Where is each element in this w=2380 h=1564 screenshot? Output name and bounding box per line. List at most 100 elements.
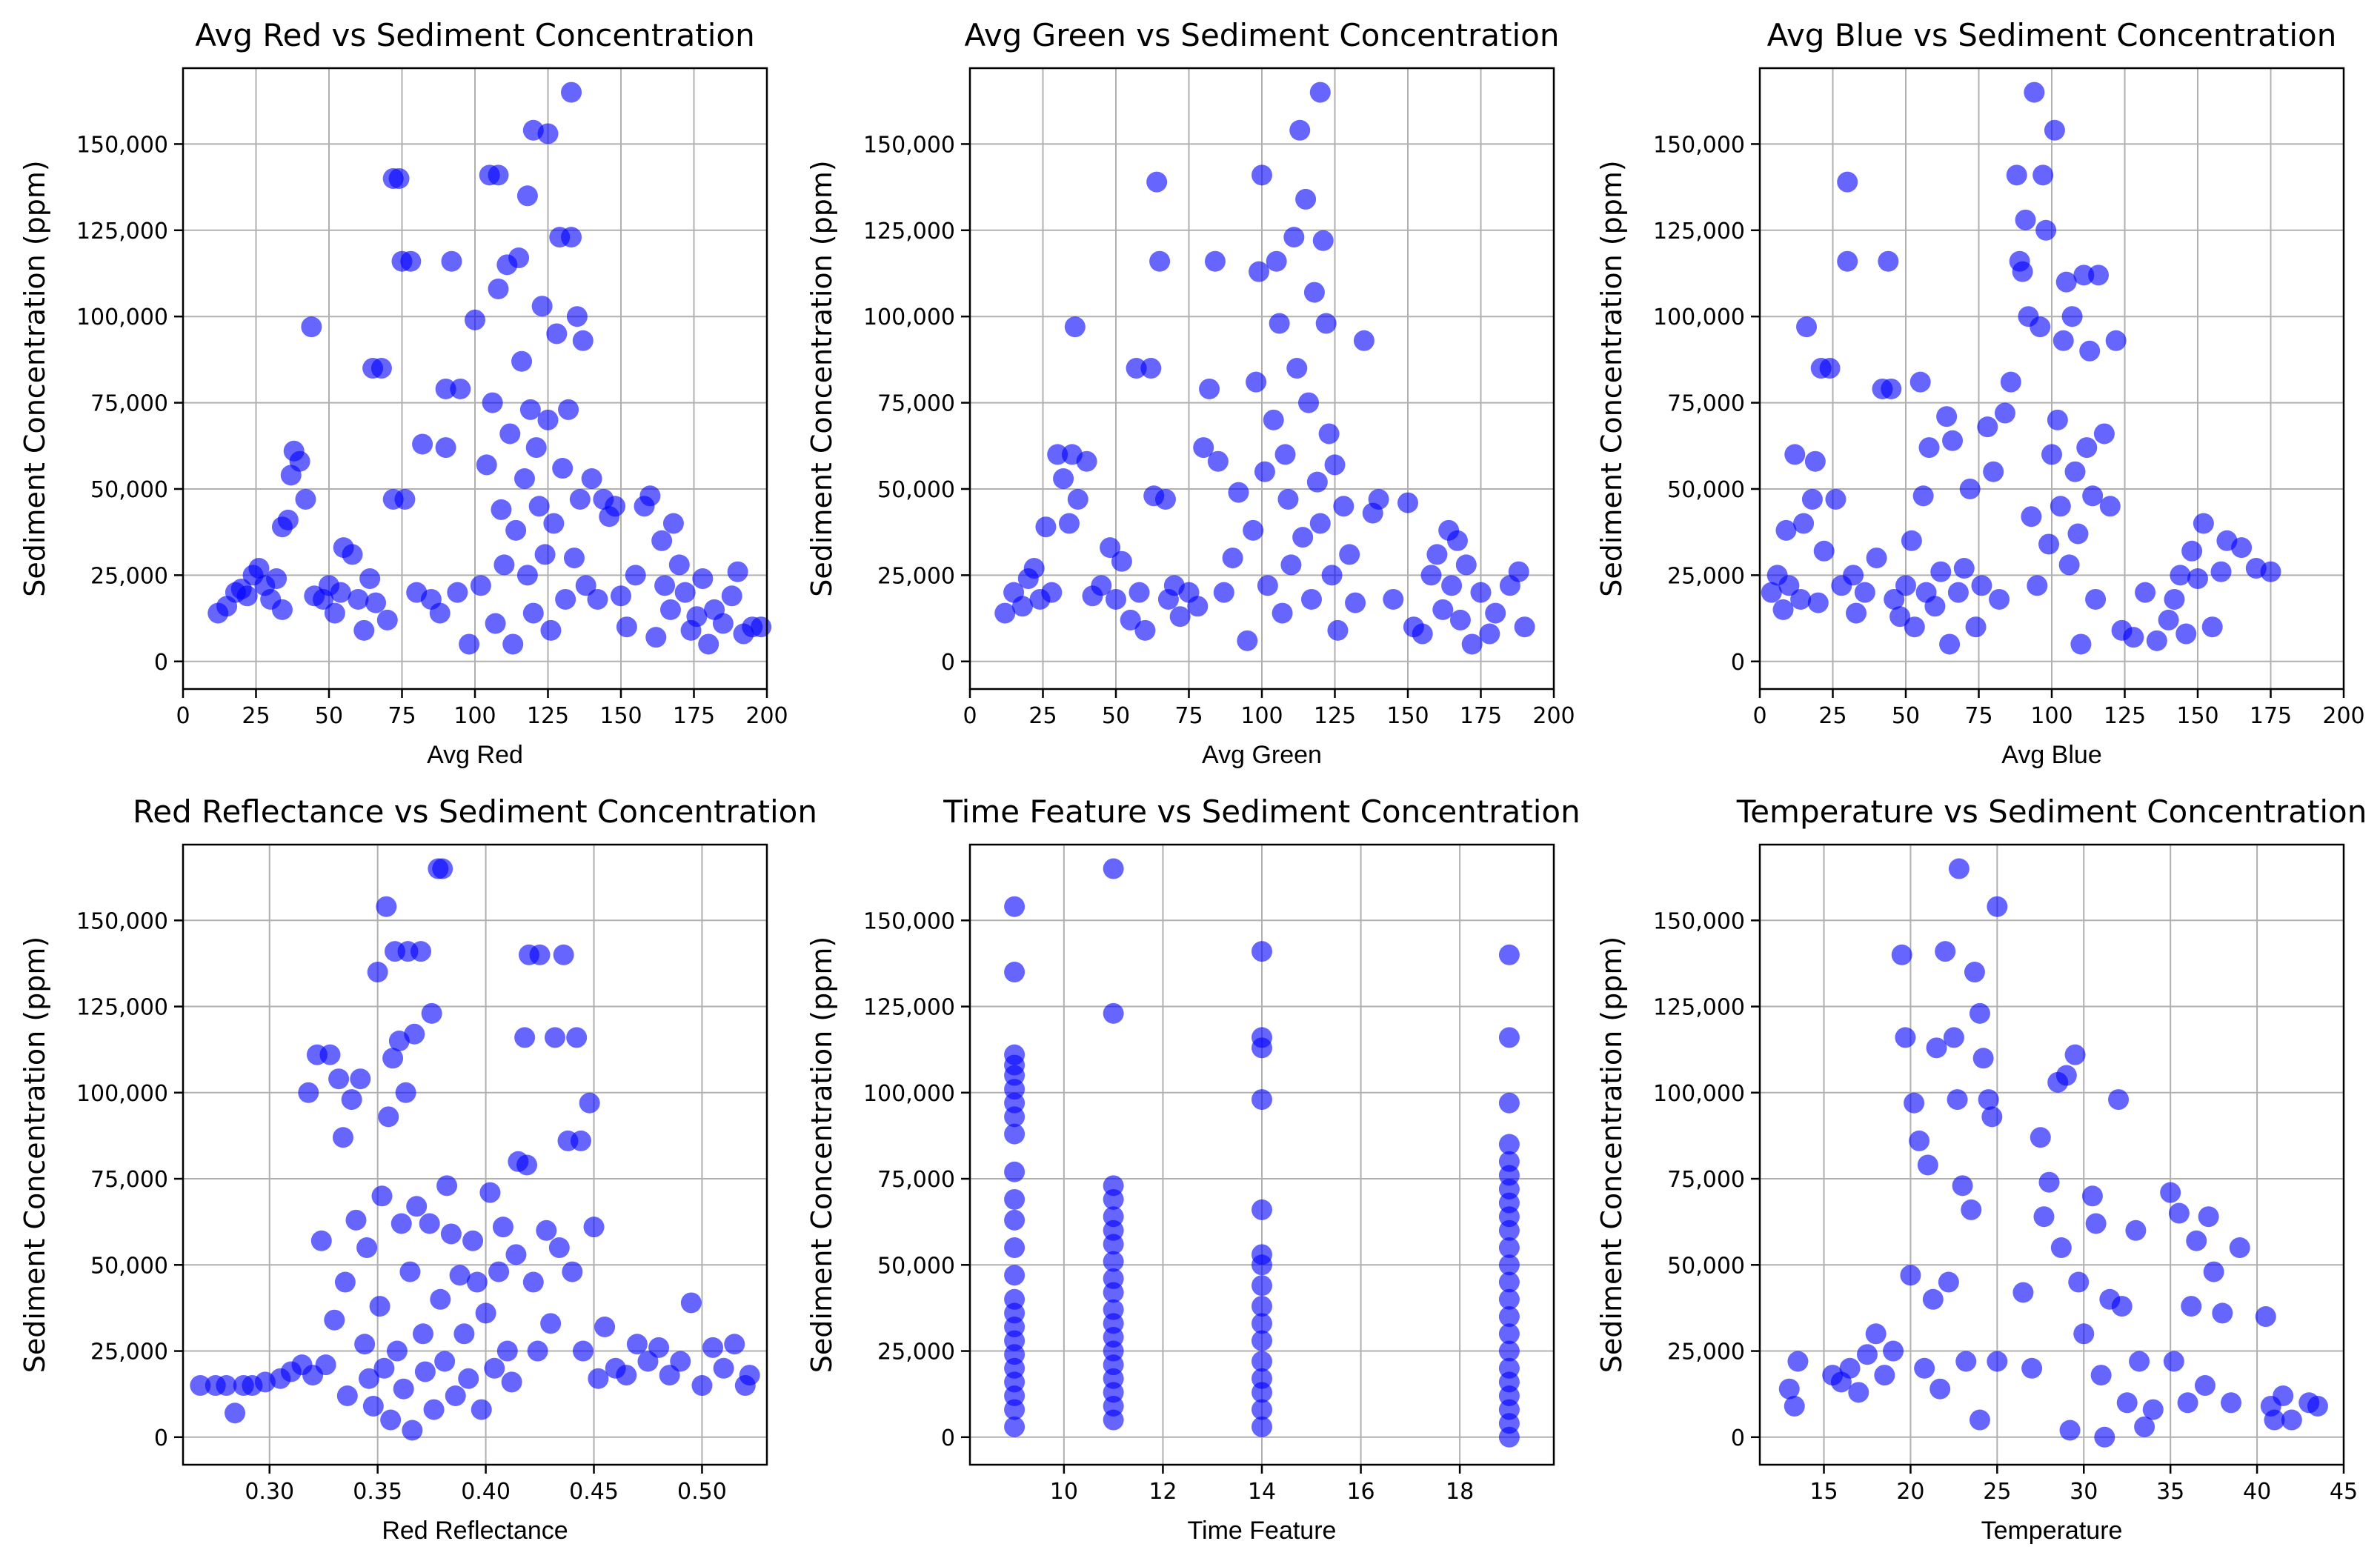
y-tick-label: 0 — [154, 650, 168, 676]
scatter-point — [1784, 444, 1806, 465]
y-tick-label: 100,000 — [1653, 1081, 1745, 1107]
scatter-point — [562, 1261, 583, 1282]
scatter-point — [465, 309, 485, 330]
scatter-point — [1441, 575, 1463, 596]
scatter-point — [1470, 582, 1492, 603]
scatter-point — [459, 633, 480, 655]
scatter-point — [751, 616, 772, 638]
scatter-point — [516, 185, 538, 207]
scatter-point — [1303, 282, 1325, 303]
x-tick-label: 0 — [1752, 703, 1766, 729]
scatter-point — [476, 454, 497, 476]
scatter-point — [1955, 1351, 1977, 1372]
scatter-point — [1971, 575, 1992, 596]
scatter-point — [376, 896, 397, 917]
scatter-point — [1266, 250, 1287, 272]
scatter-point — [1498, 1027, 1520, 1048]
scatter-point — [505, 1244, 527, 1265]
scatter-point — [1498, 944, 1520, 965]
scatter-point — [365, 592, 387, 613]
x-tick-label: 25 — [242, 703, 270, 729]
scatter-point — [1485, 602, 1506, 624]
scatter-point — [1252, 941, 1272, 962]
scatter-point — [1199, 378, 1220, 399]
scatter-point — [404, 1023, 425, 1045]
scatter-point — [1004, 1416, 1026, 1437]
scatter-point — [639, 485, 661, 507]
scatter-point — [739, 1365, 760, 1386]
scatter-point — [531, 296, 553, 317]
scatter-point — [505, 519, 527, 541]
scatter-point — [501, 1371, 522, 1393]
y-tick-label: 125,000 — [863, 219, 955, 244]
scatter-point — [1306, 471, 1328, 493]
scatter-point — [1140, 358, 1162, 379]
scatter-point — [1909, 371, 1931, 393]
x-tick-label: 200 — [2322, 703, 2364, 729]
scatter-point — [394, 488, 416, 510]
x-axis-label: Red Reflectance — [382, 1517, 568, 1545]
x-tick-label: 125 — [1314, 703, 1356, 729]
scatter-point — [1918, 437, 1940, 459]
scatter-point — [511, 350, 533, 372]
plot-frame — [182, 843, 768, 1466]
scatter-points — [994, 81, 1535, 655]
scatter-point — [2064, 461, 2086, 482]
scatter-point — [2210, 561, 2232, 582]
x-tick-label: 50 — [315, 703, 343, 729]
scatter-point — [406, 1196, 428, 1217]
x-tick-label: 14 — [1248, 1479, 1276, 1505]
scatter-point — [388, 167, 410, 189]
scatter-point — [662, 513, 684, 534]
scatter-point — [402, 1420, 423, 1441]
scatter-point — [225, 1402, 246, 1424]
scatter-point — [1498, 1306, 1520, 1328]
scatter-point — [277, 509, 299, 530]
scatter-point — [1796, 316, 1818, 338]
scatter-point — [1432, 599, 1454, 620]
x-tick-label: 16 — [1346, 1479, 1375, 1505]
scatter-point — [2006, 164, 2027, 186]
scatter-point — [1315, 313, 1337, 334]
scatter-point — [1004, 962, 1026, 983]
scatter-point — [453, 1323, 475, 1345]
x-tick-label: 18 — [1446, 1479, 1474, 1505]
scatter-point — [1837, 171, 1858, 193]
y-tick-label: 50,000 — [90, 1253, 168, 1279]
scatter-point — [1948, 858, 1970, 879]
x-tick-label: 125 — [2104, 703, 2146, 729]
y-tick-label: 125,000 — [1653, 219, 1745, 244]
scatter-point — [1277, 488, 1299, 510]
scatter-point — [2260, 561, 2281, 582]
scatter-point — [1498, 1323, 1520, 1345]
scatter-point — [1455, 554, 1477, 576]
scatter-point — [1917, 1154, 1938, 1176]
scatter-point — [668, 554, 690, 576]
scatter-point — [2163, 1351, 2184, 1372]
scatter-point — [488, 278, 509, 299]
scatter-point — [1884, 588, 1905, 610]
scatter-point — [1383, 588, 1404, 610]
scatter-point — [1904, 616, 1925, 638]
scatter-point — [1969, 1409, 1990, 1431]
scatter-point — [382, 1048, 404, 1069]
scatter-point — [493, 554, 515, 576]
scatter-point — [1854, 582, 1875, 603]
x-tick-label: 100 — [2030, 703, 2072, 729]
scatter-point — [2024, 81, 2045, 103]
scatter-point — [2038, 1171, 2060, 1193]
scatter-point — [1807, 592, 1829, 613]
x-axis-label: Avg Green — [1202, 741, 1322, 769]
scatter-point — [1939, 633, 1961, 655]
y-tick-label: 100,000 — [76, 1081, 168, 1107]
scatter-point — [2181, 540, 2203, 562]
scatter-point — [552, 458, 574, 479]
scatter-point — [692, 568, 714, 590]
scatter-point — [336, 1385, 358, 1406]
y-tick-label: 0 — [941, 1425, 955, 1451]
scatter-point — [390, 1213, 412, 1234]
scatter-point — [616, 616, 637, 638]
scatter-point — [1856, 1344, 1878, 1365]
plot-frame — [182, 67, 768, 691]
scatter-point — [353, 619, 375, 641]
